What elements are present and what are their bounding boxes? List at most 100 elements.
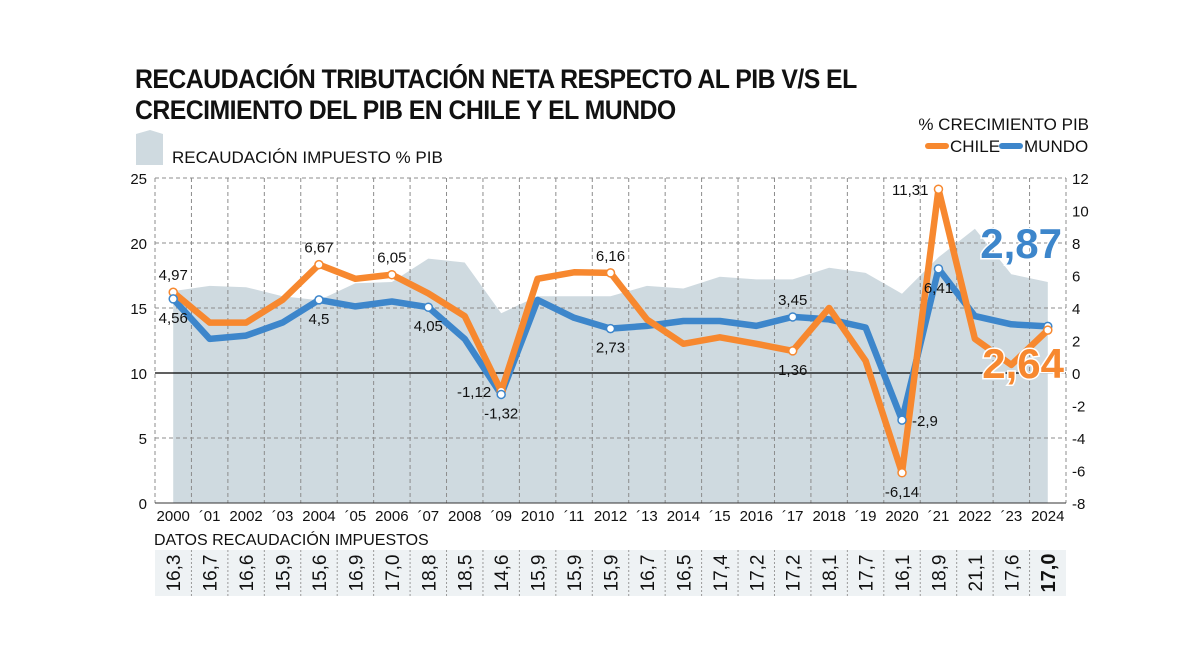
- table-value: 16,3: [164, 555, 185, 592]
- mundo-data-label: -2,9: [912, 413, 938, 430]
- mundo-data-label: 6,41: [924, 280, 953, 297]
- area-legend-swatch: [136, 130, 163, 165]
- x-tick-label: 2018: [812, 508, 845, 525]
- mundo-point: [787, 312, 798, 322]
- table-value: 15,9: [565, 555, 586, 592]
- mundo-point: [314, 295, 324, 305]
- x-tick-label: 2000: [157, 508, 190, 525]
- left-tick-label: 15: [130, 301, 147, 318]
- x-tick-label: 2010: [521, 508, 554, 525]
- chile-highlight-value: 2,64: [982, 340, 1064, 387]
- x-tick-label: ´17: [782, 508, 804, 525]
- mundo-point: [168, 294, 178, 304]
- x-tick-label: ´05: [345, 508, 367, 525]
- x-tick-label: 2020: [885, 508, 918, 525]
- x-tick-label: ´21: [928, 508, 950, 525]
- x-tick-label: 2004: [302, 508, 335, 525]
- mundo-legend-label: MUNDO: [1024, 137, 1088, 156]
- x-tick-label: 2002: [229, 508, 262, 525]
- x-tick-label: ´01: [199, 508, 221, 525]
- mundo-data-label: 4,56: [159, 310, 188, 327]
- mundo-point: [605, 323, 616, 334]
- table-value: 17,0: [1038, 554, 1060, 593]
- table-value: 18,8: [419, 555, 440, 592]
- chile-point: [314, 259, 324, 270]
- table-value: 17,2: [747, 555, 768, 592]
- table-value: 16,9: [346, 555, 367, 592]
- right-tick-label: 12: [1072, 171, 1089, 188]
- table-value: 16,7: [201, 555, 222, 592]
- table-value: 18,9: [930, 555, 951, 592]
- chile-data-label: 1,36: [778, 362, 807, 379]
- table-value: 16,1: [893, 555, 914, 592]
- x-tick-label: 2008: [448, 508, 481, 525]
- mundo-point: [496, 389, 506, 400]
- table-value: 17,0: [383, 555, 404, 592]
- x-tick-label: 2012: [594, 508, 627, 525]
- table-value: 15,9: [274, 555, 295, 592]
- table-value: 17,7: [857, 555, 878, 592]
- mundo-data-label: 2,73: [596, 340, 625, 357]
- left-tick-label: 5: [139, 431, 147, 448]
- right-tick-label: 10: [1072, 204, 1089, 221]
- chile-data-label: 4,97: [159, 267, 188, 284]
- table-value: 16,6: [237, 555, 258, 592]
- table-value: 17,6: [1002, 555, 1023, 592]
- x-tick-label: 2006: [375, 508, 408, 525]
- x-tick-label: ´07: [417, 508, 439, 525]
- left-tick-label: 10: [130, 366, 147, 383]
- x-tick-label: 2022: [958, 508, 991, 525]
- chile-data-label: 6,67: [304, 240, 333, 257]
- right-tick-label: 0: [1072, 366, 1080, 383]
- mundo-highlight-value: 2,87: [980, 220, 1062, 267]
- chile-point: [787, 346, 798, 356]
- x-tick-label: ´19: [855, 508, 877, 525]
- recaudacion-area: [173, 228, 1048, 503]
- mundo-data-label: 4,5: [309, 311, 330, 328]
- x-tick-label: ´23: [1000, 508, 1022, 525]
- right-tick-label: 8: [1072, 236, 1080, 253]
- right-tick-label: 6: [1072, 269, 1080, 286]
- chile-legend-label: CHILE: [950, 137, 1000, 156]
- chile-point: [933, 184, 944, 194]
- x-tick-label: 2014: [667, 508, 700, 525]
- table-value: 18,1: [820, 555, 841, 592]
- chile-point: [387, 269, 397, 280]
- right-tick-label: -6: [1072, 464, 1085, 481]
- chile-end-point: [1043, 325, 1053, 335]
- x-tick-label: ´09: [490, 508, 512, 525]
- left-tick-label: 25: [130, 171, 147, 188]
- table-value: 16,7: [638, 555, 659, 592]
- chile-data-label: -1,12: [457, 384, 491, 401]
- table-background: [155, 550, 1066, 596]
- chile-point: [605, 268, 616, 278]
- chile-data-label: 6,05: [377, 250, 406, 267]
- chart-title: RECAUDACIÓN TRIBUTACIÓN NETA RESPECTO AL…: [135, 64, 857, 125]
- table-value: 16,5: [674, 555, 695, 592]
- table-title: DATOS RECAUDACIÓN IMPUESTOS: [154, 530, 429, 549]
- left-tick-label: 0: [139, 496, 147, 513]
- right-tick-label: -4: [1072, 431, 1085, 448]
- left-tick-label: 20: [130, 236, 147, 253]
- chile-point: [897, 468, 907, 478]
- mundo-data-label: -1,32: [484, 405, 518, 422]
- chile-data-label: 11,31: [892, 182, 928, 199]
- mundo-point: [423, 302, 434, 312]
- mundo-data-label: 4,05: [414, 318, 443, 335]
- x-tick-label: ´11: [564, 508, 585, 525]
- table-value: 17,4: [711, 554, 732, 591]
- x-tick-label: 2016: [740, 508, 773, 525]
- right-tick-label: 2: [1072, 334, 1080, 351]
- right-tick-label: 4: [1072, 301, 1080, 318]
- x-tick-label: 2024: [1031, 508, 1064, 525]
- x-tick-label: ´03: [272, 508, 294, 525]
- right-tick-label: -2: [1072, 399, 1085, 416]
- area-legend-label: RECAUDACIÓN IMPUESTO % PIB: [172, 148, 443, 167]
- table-value: 15,6: [310, 555, 331, 592]
- chile-data-label: 6,16: [596, 248, 625, 265]
- table-value: 15,9: [602, 555, 623, 592]
- table-value: 21,1: [966, 555, 987, 592]
- mundo-data-label: 3,45: [778, 292, 807, 309]
- right-tick-label: -8: [1072, 496, 1085, 513]
